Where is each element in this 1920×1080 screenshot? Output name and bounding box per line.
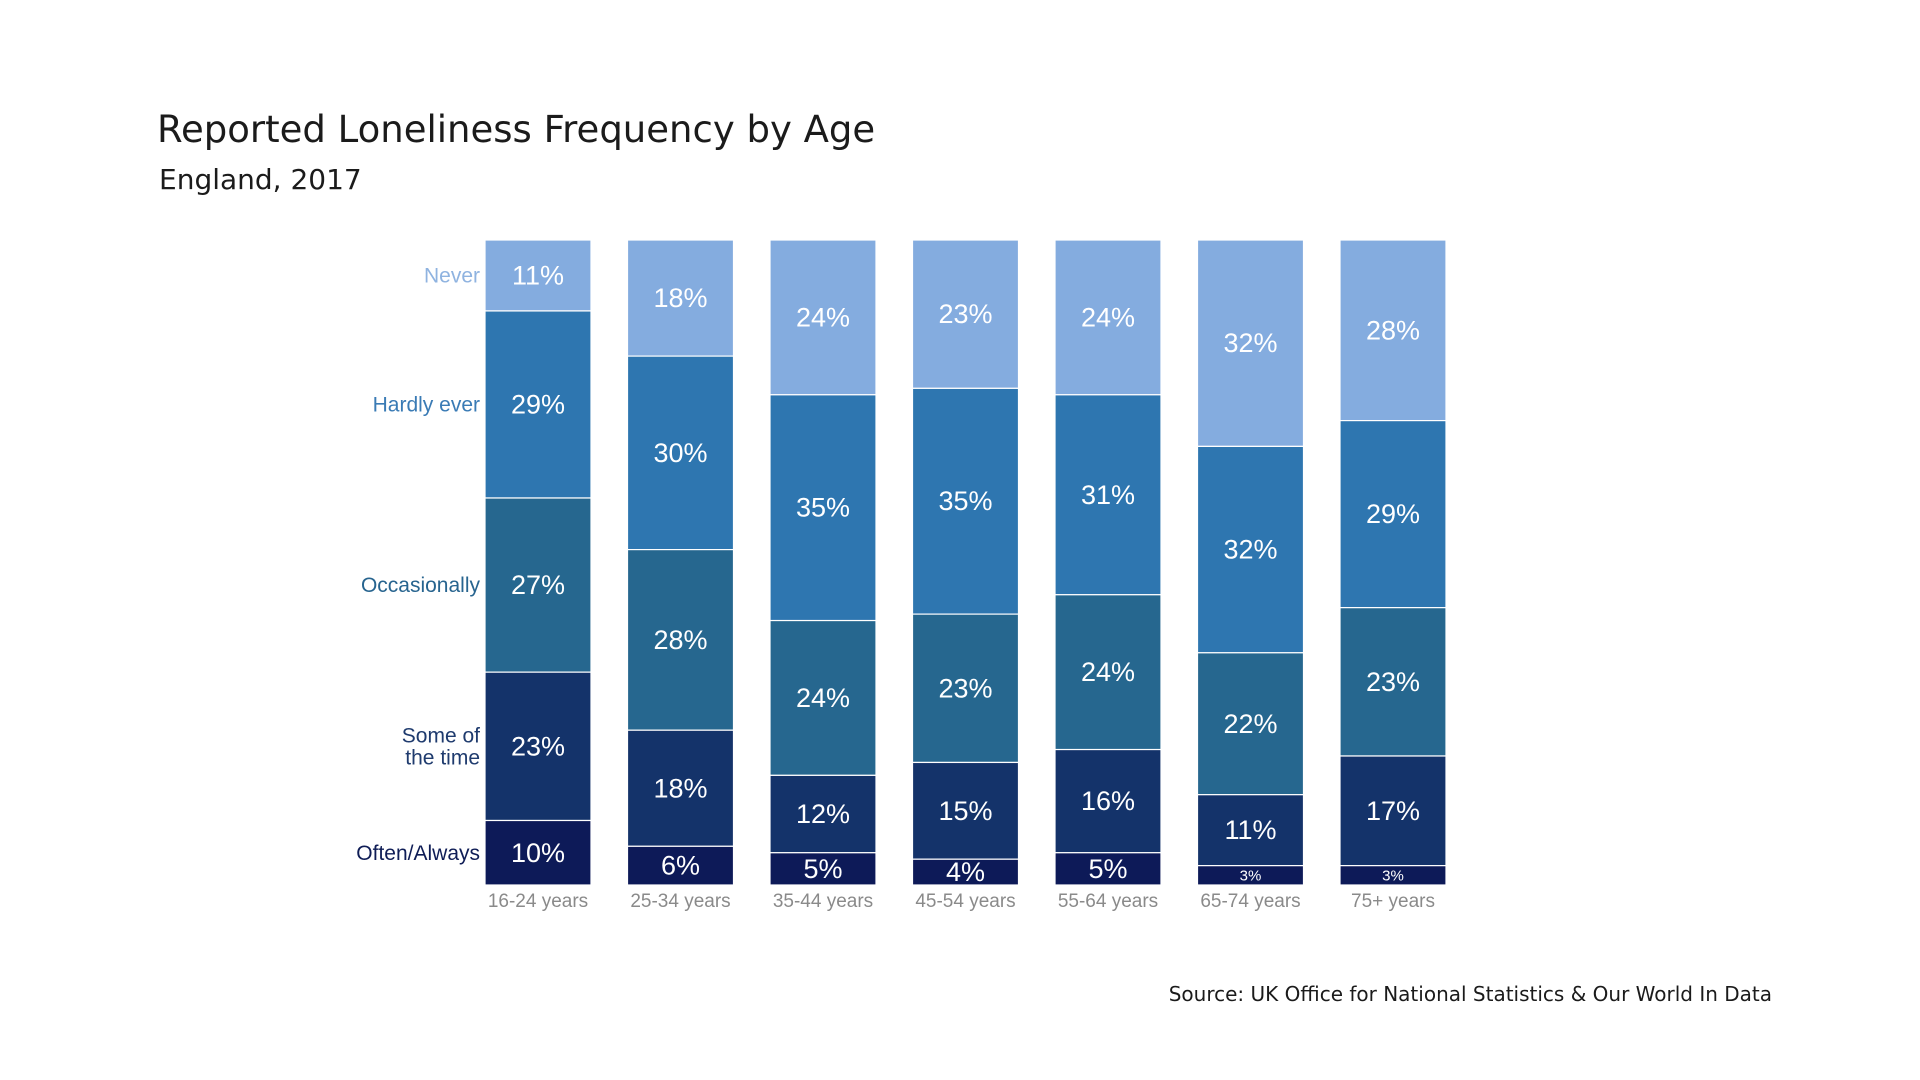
bar-segment-some-of-the-time-55-64-years bbox=[1054, 748, 1162, 854]
source-note: Source: UK Office for National Statistic… bbox=[1168, 982, 1772, 1006]
data-label-never-55-64-years: 24% bbox=[1081, 302, 1135, 332]
bar-segment-hardly-ever-25-34-years bbox=[626, 355, 735, 551]
data-label-occasionally-35-44-years: 24% bbox=[796, 683, 850, 713]
bar-segment-occasionally-16-24-years bbox=[484, 497, 592, 673]
data-label-often-always-75-years: 3% bbox=[1382, 867, 1404, 884]
data-label-never-45-54-years: 23% bbox=[938, 299, 992, 329]
data-label-never-16-24-years: 11% bbox=[512, 260, 564, 290]
bar-segment-occasionally-35-44-years bbox=[769, 619, 877, 776]
bar-segment-never-35-44-years bbox=[769, 239, 877, 396]
chart-subtitle: England, 2017 bbox=[159, 163, 362, 196]
bar-segment-never-65-74-years bbox=[1196, 239, 1305, 447]
bar-segment-some-of-the-time-45-54-years bbox=[911, 761, 1020, 860]
bar-segment-never-55-64-years bbox=[1054, 239, 1162, 396]
bar-segment-never-45-54-years bbox=[911, 239, 1020, 389]
bar-segment-hardly-ever-55-64-years bbox=[1054, 394, 1162, 596]
bar-segment-never-25-34-years bbox=[626, 239, 735, 357]
bar-segment-some-of-the-time-16-24-years bbox=[484, 671, 592, 822]
bar-segment-some-of-the-time-75-years bbox=[1339, 755, 1447, 867]
data-label-occasionally-25-34-years: 28% bbox=[653, 625, 707, 655]
data-label-hardly-ever-65-74-years: 32% bbox=[1223, 535, 1277, 565]
bar-segment-occasionally-75-years bbox=[1339, 607, 1447, 757]
bar-segment-occasionally-65-74-years bbox=[1196, 652, 1305, 796]
data-label-hardly-ever-35-44-years: 35% bbox=[796, 493, 850, 523]
series-label-never: Never bbox=[424, 264, 480, 287]
data-label-often-always-45-54-years: 4% bbox=[946, 857, 985, 887]
series-label-some-of-the-time-line-2: the time bbox=[405, 746, 480, 769]
data-label-occasionally-45-54-years: 23% bbox=[938, 673, 992, 703]
category-label-75-years: 75+ years bbox=[1351, 891, 1435, 912]
data-label-never-75-years: 28% bbox=[1366, 315, 1420, 345]
data-label-some-of-the-time-16-24-years: 23% bbox=[511, 731, 565, 761]
bar-segment-often-always-55-64-years bbox=[1054, 852, 1162, 886]
data-label-often-always-55-64-years: 5% bbox=[1088, 854, 1127, 884]
data-label-hardly-ever-75-years: 29% bbox=[1366, 499, 1420, 529]
category-labels: 16-24 years 25-34 years 35-44 years 45-54 y… bbox=[488, 891, 1435, 912]
data-label-often-always-25-34-years: 6% bbox=[661, 851, 700, 881]
bar-segment-hardly-ever-65-74-years bbox=[1196, 445, 1305, 654]
category-label-35-44-years: 35-44 years bbox=[773, 891, 873, 912]
bar-segment-often-always-75-years bbox=[1339, 865, 1447, 886]
bar-segment-occasionally-25-34-years bbox=[626, 548, 735, 731]
bars-group: 11% 29% 27% 23% 10% 18% 30% 28% 18% 6% 24% 35% 24% 12… bbox=[484, 239, 1447, 887]
bar-segment-hardly-ever-35-44-years bbox=[769, 394, 877, 622]
bar-segment-often-always-45-54-years bbox=[911, 858, 1020, 886]
data-label-hardly-ever-55-64-years: 31% bbox=[1081, 480, 1135, 510]
bar-segment-occasionally-45-54-years bbox=[911, 613, 1020, 764]
data-label-some-of-the-time-35-44-years: 12% bbox=[796, 799, 850, 829]
category-label-55-64-years: 55-64 years bbox=[1058, 891, 1158, 912]
data-label-hardly-ever-45-54-years: 35% bbox=[938, 486, 992, 516]
data-label-some-of-the-time-65-74-years: 11% bbox=[1224, 815, 1276, 845]
category-label-65-74-years: 65-74 years bbox=[1200, 891, 1300, 912]
data-label-often-always-65-74-years: 3% bbox=[1240, 867, 1262, 884]
category-label-45-54-years: 45-54 years bbox=[915, 891, 1015, 912]
data-label-hardly-ever-25-34-years: 30% bbox=[653, 438, 707, 468]
data-label-some-of-the-time-55-64-years: 16% bbox=[1081, 786, 1135, 816]
data-label-never-35-44-years: 24% bbox=[796, 302, 850, 332]
data-label-never-25-34-years: 18% bbox=[653, 283, 707, 313]
bar-segment-hardly-ever-45-54-years bbox=[911, 387, 1020, 615]
data-label-often-always-35-44-years: 5% bbox=[803, 854, 842, 884]
bar-segment-hardly-ever-75-years bbox=[1339, 420, 1447, 609]
bar-segment-often-always-65-74-years bbox=[1196, 865, 1305, 886]
data-label-occasionally-65-74-years: 22% bbox=[1223, 709, 1277, 739]
series-label-occasionally: Occasionally bbox=[361, 574, 481, 597]
bar-segment-some-of-the-time-35-44-years bbox=[769, 774, 877, 854]
chart-title: Reported Loneliness Frequency by Age bbox=[157, 108, 876, 151]
bar-segment-often-always-16-24-years bbox=[484, 819, 592, 886]
bar-segment-occasionally-55-64-years bbox=[1054, 594, 1162, 751]
data-label-some-of-the-time-75-years: 17% bbox=[1366, 796, 1420, 826]
series-label-hardly-ever: Hardly ever bbox=[373, 393, 480, 416]
data-label-never-65-74-years: 32% bbox=[1223, 328, 1277, 358]
bar-segment-hardly-ever-16-24-years bbox=[484, 310, 592, 499]
data-label-occasionally-16-24-years: 27% bbox=[511, 570, 565, 600]
data-label-hardly-ever-16-24-years: 29% bbox=[511, 389, 565, 419]
bar-segment-often-always-25-34-years bbox=[626, 845, 735, 886]
bar-segment-often-always-35-44-years bbox=[769, 852, 877, 886]
series-label-often-always: Often/Always bbox=[356, 842, 480, 865]
category-label-16-24-years: 16-24 years bbox=[488, 891, 588, 912]
data-label-occasionally-75-years: 23% bbox=[1366, 667, 1420, 697]
category-label-25-34-years: 25-34 years bbox=[630, 891, 730, 912]
data-label-some-of-the-time-45-54-years: 15% bbox=[938, 796, 992, 826]
data-label-occasionally-55-64-years: 24% bbox=[1081, 657, 1135, 687]
series-label-some-of-the-time-line-1: Some of bbox=[402, 724, 480, 747]
bar-segment-never-75-years bbox=[1339, 239, 1447, 422]
data-label-often-always-16-24-years: 10% bbox=[511, 838, 565, 868]
data-label-some-of-the-time-25-34-years: 18% bbox=[653, 773, 707, 803]
